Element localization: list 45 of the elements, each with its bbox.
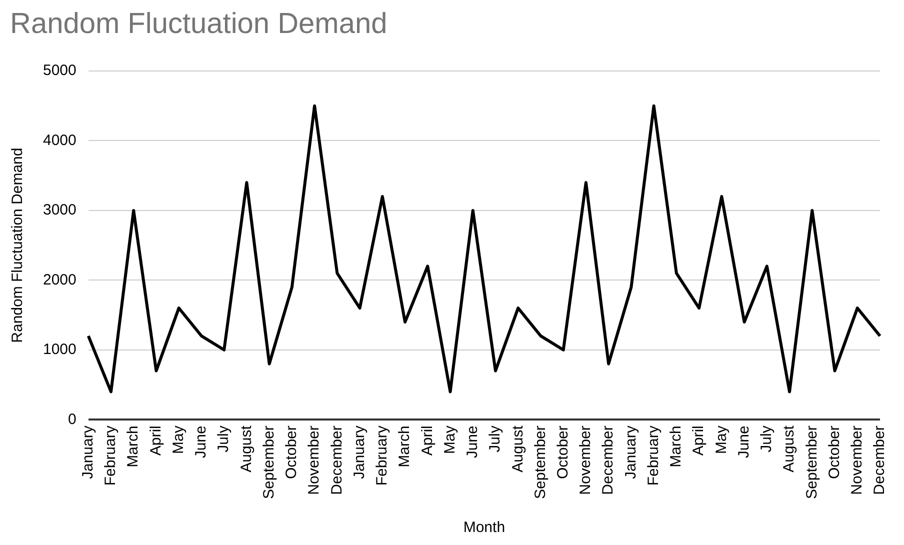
x-tick-label: July [215,425,232,452]
x-tick-label: March [396,426,414,468]
x-tick-label: April [690,426,708,456]
x-tick-label: May [170,425,187,454]
x-tick-label: February [102,425,120,486]
x-tick-label: January [80,425,97,479]
x-tick-label: April [147,426,164,456]
x-tick-label: December [600,426,617,495]
x-tick-label: August [238,424,255,472]
y-axis-title: Random Fluctuation Demand [9,148,26,343]
x-tick-label: November [306,426,323,495]
x-tick-label: May [712,425,730,454]
x-tick-label: October [283,426,300,479]
x-tick-label: September [260,426,278,499]
x-tick-label: April [418,426,436,456]
x-tick-label: June [464,426,482,458]
x-tick-label: March [124,426,142,468]
x-axis-title: Month [463,519,506,536]
y-tick-label: 4000 [42,132,76,149]
y-tick-label: 2000 [42,271,76,288]
x-tick-label: December [328,426,346,495]
x-tick-label: February [374,425,391,486]
x-tick-label: September [803,426,820,499]
x-tick-label: September [532,426,549,499]
chart-title: Random Fluctuation Demand [10,8,388,41]
y-tick-label: 1000 [42,341,76,358]
x-tick-label: December [871,426,888,495]
x-tick-label: August [509,424,526,472]
y-tick-label: 0 [68,410,76,428]
x-tick-label: October [826,426,843,479]
x-tick-label: November [577,426,594,495]
x-tick-label: August [780,424,798,472]
x-tick-label: July [758,425,776,452]
x-tick-label: February [644,425,662,486]
x-tick-label: January [350,425,368,479]
x-tick-label: May [441,425,458,454]
x-tick-label: January [622,425,640,479]
x-tick-label: July [486,425,504,452]
x-tick-label: June [192,426,210,458]
x-tick-label: March [668,426,685,468]
x-tick-label: October [554,426,572,479]
x-tick-label: June [735,426,752,458]
x-tick-label: November [848,426,866,495]
y-tick-label: 3000 [42,202,76,219]
y-tick-label: 5000 [42,62,76,80]
